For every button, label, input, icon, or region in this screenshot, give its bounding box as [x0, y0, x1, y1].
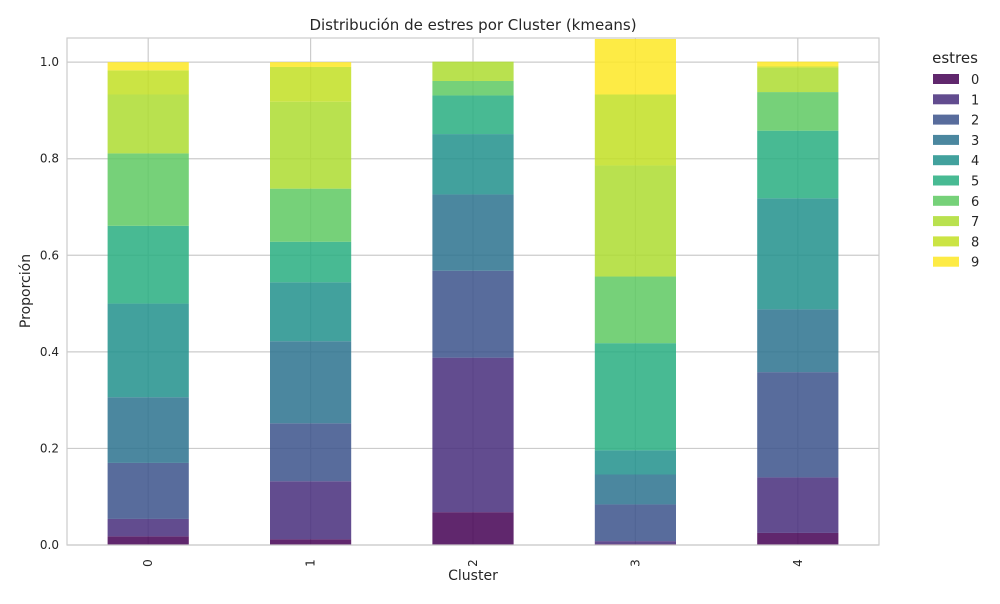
x-tick-label: 3 [628, 559, 642, 567]
bar-segment [270, 481, 352, 540]
x-axis-ticks: 0 1 2 3 4 [141, 559, 805, 567]
x-tick-label: 1 [304, 559, 318, 567]
legend-swatch [933, 155, 959, 166]
bar-segment [270, 62, 352, 67]
bar-segment [107, 518, 189, 537]
x-tick-label: 0 [141, 559, 155, 567]
bar-segment [757, 66, 839, 68]
legend-label: 0 [971, 73, 979, 88]
bar-segment [270, 188, 352, 242]
bar-segment [270, 282, 352, 342]
bar-segment [432, 194, 514, 271]
y-tick-label: 0.4 [40, 345, 59, 359]
legend-swatch [933, 236, 959, 247]
legend-swatch [933, 134, 959, 145]
legend-label: 6 [971, 195, 979, 210]
bar-segment [757, 61, 839, 67]
legend-label: 3 [971, 134, 979, 149]
bar-segment [107, 225, 189, 304]
bar-segment [594, 474, 676, 505]
bar-segment [107, 303, 189, 398]
legend-label: 8 [971, 235, 979, 250]
legend-swatch [933, 94, 959, 105]
bar-segment [594, 276, 676, 344]
bar-segment [432, 512, 514, 545]
y-tick-label: 0.0 [40, 538, 59, 552]
y-tick-label: 0.8 [40, 152, 59, 166]
legend-label: 1 [971, 93, 979, 108]
legend-title: estres [932, 49, 978, 67]
bars [107, 38, 839, 545]
x-tick-label: 2 [466, 559, 480, 567]
bar-segment [757, 372, 839, 478]
y-tick-label: 0.6 [40, 248, 59, 262]
bar-segment [270, 66, 352, 102]
bar-segment [594, 504, 676, 542]
bar-segment [757, 477, 839, 533]
bar-segment [594, 165, 676, 277]
legend-swatch [933, 74, 959, 84]
bar-segment [107, 70, 189, 95]
bar-segment [432, 61, 514, 81]
bar-segment [594, 541, 676, 545]
bar-segment [107, 397, 189, 463]
bar-segment [432, 80, 514, 96]
bar-segment [270, 241, 352, 283]
bar-segment [757, 309, 839, 373]
legend-label: 9 [971, 256, 979, 271]
bar-segment [107, 62, 189, 71]
bar-segment [107, 94, 189, 154]
bar-segment [270, 539, 352, 545]
legend-swatch [933, 195, 959, 206]
y-tick-label: 0.2 [40, 441, 59, 455]
plot-frame [66, 37, 880, 546]
bar-segment [107, 536, 189, 545]
legend-swatch [933, 216, 959, 227]
legend-swatch [933, 256, 959, 267]
y-axis-ticks: 0.0 0.2 0.4 0.6 0.8 1.0 [40, 55, 59, 552]
bar-segment [432, 357, 514, 513]
legend-swatch [933, 114, 959, 125]
y-tick-label: 1.0 [40, 55, 59, 69]
bar-segment [757, 67, 839, 93]
bar-segment [270, 423, 352, 482]
bar-segment [270, 341, 352, 424]
legend-label: 7 [971, 215, 979, 230]
x-axis-label: Cluster [448, 568, 498, 584]
bar-segment [107, 462, 189, 519]
bar-segment [757, 130, 839, 199]
legend-label: 2 [971, 114, 979, 129]
bar-segment [432, 134, 514, 195]
bar-segment [594, 94, 676, 166]
bar-segment [757, 92, 839, 131]
bar-segment [432, 270, 514, 358]
y-axis-label: Proporción [18, 254, 34, 328]
bar-segment [270, 101, 352, 189]
bar-segment [432, 95, 514, 135]
bar-segment [594, 343, 676, 451]
legend-label: 4 [971, 154, 979, 169]
bar-segment [594, 38, 676, 95]
x-tick-label: 4 [791, 559, 805, 567]
chart-title: Distribución de estres por Cluster (kmea… [309, 16, 636, 34]
bar-segment [107, 153, 189, 226]
legend: estres 0 1 2 3 4 5 6 7 8 9 [932, 49, 979, 271]
bar-segment [757, 198, 839, 310]
bar-segment [757, 532, 839, 545]
legend-swatch [933, 175, 959, 186]
legend-label: 5 [971, 175, 979, 190]
bar-segment [594, 450, 676, 475]
